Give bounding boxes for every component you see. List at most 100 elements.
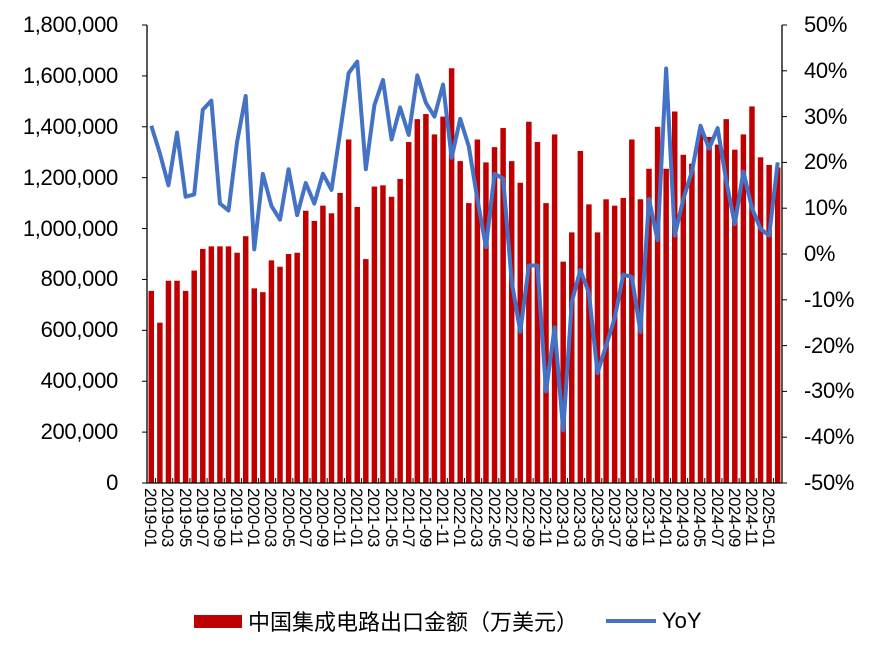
bar	[569, 232, 575, 483]
left-axis-tick-label: 200,000	[40, 419, 119, 445]
bar	[543, 203, 549, 484]
bar	[697, 129, 704, 483]
bar	[182, 290, 189, 483]
yoy-line	[149, 59, 780, 433]
bar	[440, 116, 446, 483]
bar	[491, 147, 498, 483]
right-axis-tick-label: -10%	[804, 286, 855, 312]
bar	[268, 260, 275, 483]
bar	[689, 163, 695, 484]
legend-line-label: YoY	[662, 608, 702, 633]
bar	[757, 157, 764, 483]
bar	[577, 150, 584, 483]
bar	[749, 106, 755, 484]
bar	[586, 204, 592, 483]
bar	[320, 205, 326, 483]
bar	[551, 134, 558, 483]
bar	[774, 167, 781, 484]
bar	[191, 270, 197, 483]
left-axis-tick-label: 0	[106, 470, 118, 495]
bar	[208, 246, 215, 483]
left-axis-tick-label: 400,000	[40, 368, 119, 394]
bar	[363, 259, 369, 483]
bar	[405, 142, 412, 484]
bar	[706, 136, 712, 483]
bar	[423, 114, 429, 483]
bar	[414, 119, 421, 483]
left-axis-tick-label: 1,200,000	[22, 164, 118, 190]
right-axis-tick-label: -40%	[804, 424, 855, 450]
right-axis-tick-label: -50%	[804, 470, 855, 495]
bar	[174, 280, 180, 483]
bar	[448, 68, 455, 483]
bar	[466, 203, 472, 484]
bar	[371, 186, 378, 483]
bar	[671, 111, 678, 483]
left-axis-tick-label: 600,000	[40, 317, 119, 343]
bar	[200, 248, 206, 483]
bar	[303, 210, 309, 484]
bar	[277, 266, 283, 483]
bar	[294, 252, 300, 483]
bar	[646, 168, 652, 483]
right-axis-tick-label: 30%	[804, 103, 848, 129]
x-axis-tick-label: 2025-01	[759, 488, 779, 547]
legend-line-swatch-icon	[606, 619, 657, 623]
bar	[620, 198, 626, 483]
bar	[474, 139, 481, 483]
bar	[431, 134, 438, 483]
bar	[766, 164, 772, 483]
right-axis-tick-label: -30%	[804, 378, 855, 404]
right-axis-tick-label: 20%	[804, 149, 848, 175]
bar	[251, 288, 258, 483]
bar	[165, 280, 172, 483]
left-axis-tick-label: 1,400,000	[22, 113, 118, 139]
bar	[560, 261, 566, 483]
left-axis-tick-label: 1,600,000	[22, 62, 118, 88]
bar	[534, 142, 541, 484]
bar	[217, 246, 223, 483]
bar	[354, 206, 360, 483]
left-axis-tick-label: 1,800,000	[22, 12, 118, 37]
bar	[328, 213, 335, 484]
bar	[380, 185, 386, 484]
bar	[234, 252, 240, 483]
bar	[526, 121, 532, 483]
bar	[225, 246, 232, 483]
bar	[714, 144, 721, 483]
bar	[663, 168, 669, 483]
left-y-axis-labels: 0 200,000 400,000 600,000 800,000 1,000,000 1,…	[0, 0, 118, 652]
bar	[629, 139, 635, 483]
bar	[637, 199, 644, 484]
right-axis-tick-label: 0%	[804, 241, 836, 266]
bar	[732, 149, 738, 483]
bar	[397, 178, 403, 483]
bar	[611, 205, 618, 483]
bar	[148, 290, 155, 483]
left-axis-tick-label: 1,000,000	[22, 215, 118, 241]
bar	[311, 220, 318, 484]
bar	[388, 196, 395, 483]
bar	[285, 254, 292, 483]
legend: 中国集成电路出口金额（万美元） YoY	[194, 605, 702, 637]
bar	[483, 162, 489, 483]
bar	[337, 192, 343, 483]
bar	[260, 292, 266, 483]
bar	[508, 161, 515, 483]
right-axis-tick-label: 10%	[804, 195, 848, 221]
bar	[680, 154, 687, 483]
bar	[740, 134, 747, 483]
left-axis-tick-label: 800,000	[40, 266, 119, 292]
legend-bar-label: 中国集成电路出口金额（万美元）	[248, 610, 579, 635]
right-axis-tick-label: 50%	[804, 12, 848, 37]
bar	[157, 322, 163, 483]
bar	[457, 161, 463, 483]
right-axis-tick-label: -20%	[804, 332, 855, 358]
right-y-axis-labels: -50% -40% -30% -20% -10% 0% 10% 20% 30% 40% 50%	[804, 0, 869, 652]
legend-bar-swatch-icon	[194, 614, 242, 628]
bar	[242, 236, 249, 483]
bar	[654, 126, 661, 483]
